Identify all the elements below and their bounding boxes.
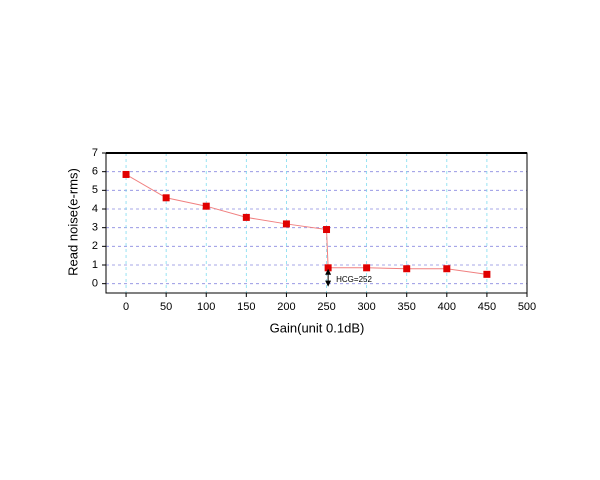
x-tick-label: 300 (357, 301, 375, 313)
x-tick-label: 200 (277, 301, 295, 313)
data-point (202, 202, 210, 210)
data-point (122, 170, 130, 178)
data-point (403, 265, 411, 273)
data-point (363, 264, 371, 272)
y-tick-label: 3 (92, 222, 98, 234)
x-tick-label: 250 (317, 301, 335, 313)
x-tick-label: 350 (398, 301, 416, 313)
data-point (323, 226, 331, 234)
plot-frame (105, 152, 528, 294)
y-tick-label: 6 (92, 166, 98, 178)
y-tick-label: 0 (92, 278, 98, 290)
x-tick-label: 100 (197, 301, 215, 313)
data-point (282, 220, 290, 228)
annotation: HCG=252 (336, 275, 372, 284)
x-tick-label: 50 (160, 301, 172, 313)
data-point (324, 264, 332, 272)
data-point (443, 265, 451, 273)
x-tick-label: 500 (518, 301, 536, 313)
y-tick-label: 5 (92, 184, 98, 196)
y-tick-label: 2 (92, 240, 98, 252)
x-tick-label: 150 (237, 301, 255, 313)
x-tick-label: 450 (478, 301, 496, 313)
data-line (125, 174, 487, 275)
data-point (162, 194, 170, 202)
y-axis-title: Read noise(e-rms) (65, 168, 80, 276)
x-tick-label: 400 (438, 301, 456, 313)
x-axis-title: Gain(unit 0.1dB) (270, 320, 365, 335)
y-tick-label: 7 (92, 147, 98, 159)
y-tick-label: 1 (92, 259, 98, 271)
data-point (242, 213, 250, 221)
y-tick-label: 4 (92, 203, 98, 215)
data-point (483, 270, 491, 278)
x-tick-label: 0 (123, 301, 129, 313)
